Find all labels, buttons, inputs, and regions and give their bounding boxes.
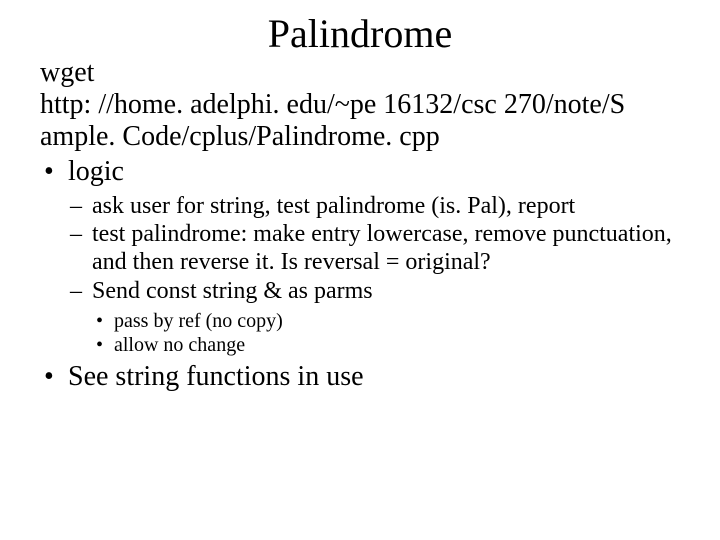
l3-item: allow no change [92,333,680,357]
slide: Palindrome wget http: //home. adelphi. e… [0,0,720,413]
l3-label: allow no change [114,334,245,356]
intro-line-3: ample. Code/cplus/Palindrome. cpp [40,121,440,152]
l1-label-see: See string functions in use [68,361,364,392]
intro-line-2: http: //home. adelphi. edu/~pe 16132/csc… [40,89,625,120]
l3-item: pass by ref (no copy) [92,309,680,333]
l3-label: pass by ref (no copy) [114,310,283,332]
l2-label: Send const string & as parms [92,278,373,304]
l1-label-logic: logic [68,156,124,187]
l2-item: ask user for string, test palindrome (is… [68,192,680,220]
l2-label: test palindrome: make entry lowercase, r… [92,221,672,275]
bullet-list-level1: logic ask user for string, test palindro… [40,156,680,394]
intro-line-1: wget [40,57,94,88]
slide-title: Palindrome [40,10,680,57]
bullet-list-level3: pass by ref (no copy) allow no change [92,309,680,357]
bullet-list-level2: ask user for string, test palindrome (is… [68,192,680,357]
l1-item-logic: logic ask user for string, test palindro… [40,156,680,357]
l2-item: test palindrome: make entry lowercase, r… [68,220,680,277]
l1-item-see: See string functions in use [40,361,680,393]
l2-label: ask user for string, test palindrome (is… [92,193,575,219]
intro-text: wget http: //home. adelphi. edu/~pe 1613… [40,57,680,154]
l2-item: Send const string & as parms pass by ref… [68,277,680,357]
